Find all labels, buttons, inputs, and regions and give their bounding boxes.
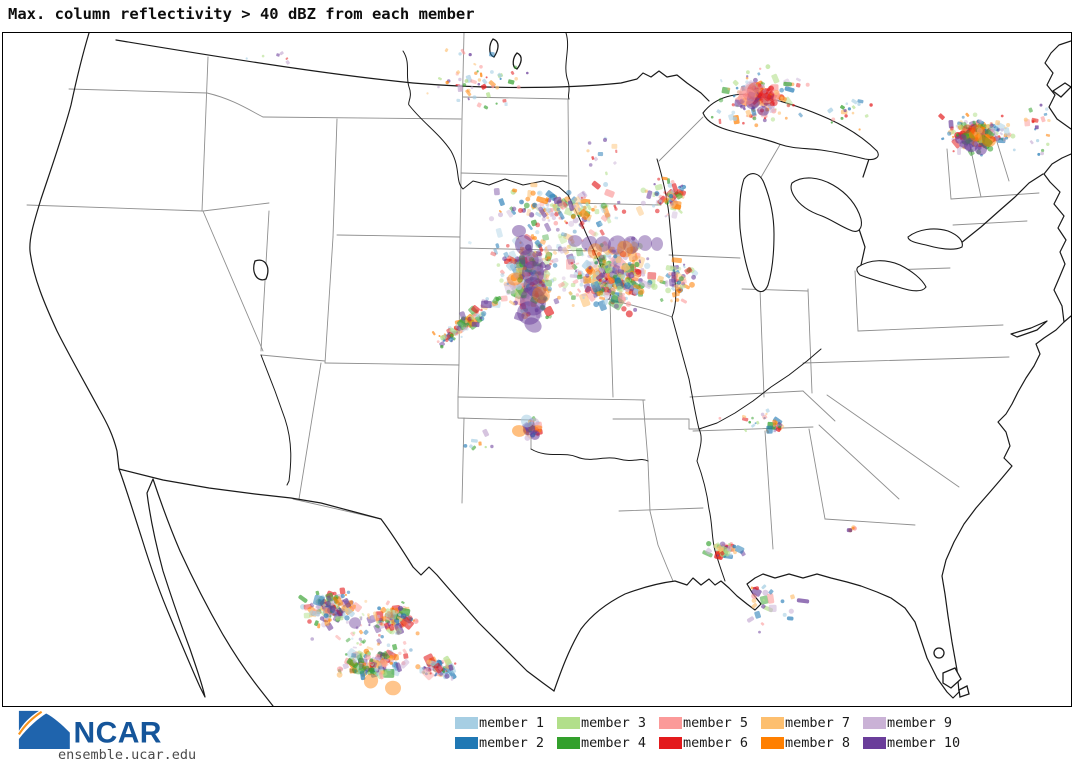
legend-label: member 9	[887, 715, 953, 731]
legend-item-member-10: member 10	[863, 733, 965, 753]
page-title: Max. column reflectivity > 40 dBZ from e…	[8, 5, 475, 23]
legend-label: member 5	[683, 715, 749, 731]
legend-swatch	[557, 737, 580, 749]
site-url: ensemble.ucar.edu	[58, 747, 197, 763]
legend-swatch	[455, 717, 478, 729]
legend-label: member 4	[581, 735, 647, 751]
legend-swatch	[761, 737, 784, 749]
ncar-logo-wedge	[18, 710, 39, 731]
legend-swatch	[557, 717, 580, 729]
legend-label: member 7	[785, 715, 851, 731]
map-frame	[2, 32, 1072, 707]
legend-swatch	[659, 737, 682, 749]
legend-swatch	[659, 717, 682, 729]
legend-item-member-7: member 7	[761, 713, 863, 733]
legend-swatch	[863, 737, 886, 749]
legend-label: member 6	[683, 735, 749, 751]
legend: member 1 member 2 member 3 member 4 member 5…	[455, 713, 965, 753]
conus-map	[26, 33, 1071, 706]
legend-label: member 2	[479, 735, 545, 751]
legend-item-member-4: member 4	[557, 733, 659, 753]
legend-item-member-2: member 2	[455, 733, 557, 753]
reflectivity-dots-layer	[245, 48, 1051, 696]
legend-swatch	[863, 717, 886, 729]
legend-item-member-8: member 8	[761, 733, 863, 753]
legend-swatch	[455, 737, 478, 749]
legend-item-member-3: member 3	[557, 713, 659, 733]
coastlines	[29, 33, 1071, 706]
great-lakes	[253, 38, 1071, 698]
ncar-logo-body	[18, 713, 70, 749]
legend-swatch	[761, 717, 784, 729]
legend-label: member 8	[785, 735, 851, 751]
legend-label: member 10	[887, 735, 961, 751]
ncar-logo-swoosh-icon	[17, 710, 43, 736]
ncar-logo: NCAR	[17, 710, 161, 749]
legend-label: member 3	[581, 715, 647, 731]
legend-item-member-5: member 5	[659, 713, 761, 733]
legend-item-member-1: member 1	[455, 713, 557, 733]
legend-label: member 1	[479, 715, 545, 731]
legend-item-member-9: member 9	[863, 713, 965, 733]
legend-item-member-6: member 6	[659, 733, 761, 753]
ncar-logo-text: NCAR	[73, 717, 161, 749]
